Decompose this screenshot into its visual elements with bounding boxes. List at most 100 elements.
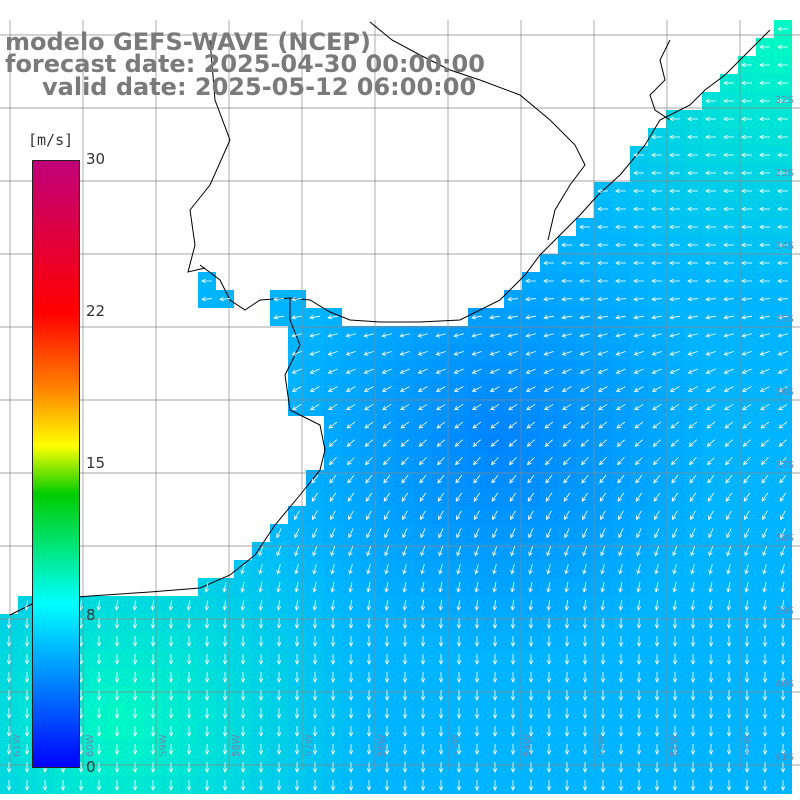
- wind-arrow: [6, 672, 12, 683]
- wind-arrow: [598, 421, 608, 429]
- wind-arrow: [760, 403, 770, 411]
- wind-arrow: [471, 368, 482, 374]
- wind-arrow: [348, 546, 354, 557]
- wind-arrow: [690, 582, 695, 593]
- wind-arrow: [168, 726, 174, 737]
- wind-arrow: [708, 599, 714, 611]
- wind-arrow: [420, 744, 426, 755]
- wind-arrow: [615, 333, 626, 338]
- wind-arrow: [544, 457, 553, 466]
- wind-arrow: [652, 421, 662, 429]
- wind-arrow: [652, 457, 661, 466]
- wind-arrow: [402, 528, 408, 539]
- wind-arrow: [726, 654, 732, 665]
- wind-arrow: [564, 744, 570, 755]
- wind-arrow: [401, 492, 409, 502]
- wind-arrow: [420, 726, 426, 737]
- wind-arrow: [615, 278, 627, 284]
- wind-arrow: [401, 474, 409, 484]
- wind-arrow: [6, 780, 12, 791]
- wind-arrow: [651, 242, 662, 248]
- wind-arrow: [672, 762, 678, 773]
- wind-arrow: [654, 510, 660, 521]
- wind-arrow: [762, 617, 768, 629]
- wind-arrow: [507, 296, 519, 302]
- wind-arrow: [705, 386, 716, 392]
- wind-arrow: [669, 333, 680, 338]
- wind-arrow: [472, 403, 482, 411]
- wind-arrow: [544, 403, 554, 411]
- wind-arrow: [311, 474, 319, 484]
- wind-arrow: [472, 421, 482, 429]
- wind-arrow: [330, 672, 336, 683]
- wind-arrow: [564, 599, 570, 611]
- wind-arrow: [294, 528, 300, 539]
- wind-arrow: [618, 510, 624, 521]
- wind-arrow: [636, 510, 642, 521]
- wind-arrow: [489, 368, 500, 374]
- wind-arrow: [381, 386, 392, 392]
- wind-arrow: [204, 690, 210, 701]
- wind-arrow: [186, 599, 192, 611]
- wind-arrow: [528, 582, 533, 593]
- wind-arrow: [618, 726, 624, 737]
- wind-arrow: [240, 726, 246, 737]
- longitude-label: 55W: [450, 734, 461, 757]
- wind-arrow: [651, 152, 662, 158]
- wind-arrow: [366, 599, 372, 611]
- wind-arrow: [456, 744, 462, 755]
- wind-arrow: [276, 564, 281, 575]
- wind-arrow: [654, 708, 660, 719]
- wind-arrow: [688, 421, 698, 429]
- latitude-label: 39S: [774, 606, 794, 617]
- wind-arrow: [328, 421, 338, 429]
- wind-arrow: [708, 617, 714, 629]
- wind-arrow: [276, 762, 282, 773]
- wind-arrow: [690, 726, 696, 737]
- wind-arrow: [327, 386, 338, 392]
- wind-arrow: [330, 564, 335, 575]
- wind-arrow: [636, 744, 642, 755]
- wind-arrow: [687, 333, 698, 338]
- wind-arrow: [345, 368, 356, 374]
- wind-arrow: [741, 206, 752, 212]
- map-title: modelo GEFS-WAVE (NCEP): [5, 28, 371, 56]
- wind-arrow: [672, 744, 678, 755]
- wind-arrow: [366, 582, 371, 593]
- wind-arrow: [726, 726, 732, 737]
- wind-arrow: [489, 386, 500, 392]
- wind-arrow: [24, 617, 30, 629]
- wind-arrow: [687, 386, 698, 392]
- wind-arrow: [741, 333, 752, 338]
- wind-arrow: [510, 546, 516, 557]
- wind-arrow: [780, 564, 785, 575]
- wind-arrow: [543, 368, 554, 374]
- wind-arrow: [562, 421, 572, 429]
- wind-arrow: [561, 296, 573, 302]
- wind-arrow: [526, 457, 535, 466]
- longitude-label: 53W: [596, 734, 607, 757]
- wind-arrow: [600, 564, 605, 575]
- wind-arrow: [742, 439, 751, 447]
- wind-arrow: [312, 708, 318, 719]
- wind-arrow: [564, 726, 570, 737]
- latitude-label: 32S: [774, 95, 794, 106]
- wind-arrow: [402, 582, 407, 593]
- wind-arrow: [780, 726, 786, 737]
- wind-arrow: [777, 188, 788, 194]
- wind-arrow: [186, 708, 192, 719]
- wind-arrow: [6, 654, 12, 665]
- wind-arrow: [615, 242, 626, 248]
- wind-arrow: [168, 636, 174, 647]
- wind-arrow: [186, 636, 192, 647]
- wind-arrow: [616, 439, 625, 447]
- wind-arrow: [418, 439, 427, 447]
- wind-arrow: [438, 617, 444, 629]
- wind-arrow: [294, 546, 300, 557]
- wind-arrow: [777, 333, 788, 338]
- wind-arrow: [618, 546, 624, 557]
- wind-arrow: [114, 617, 120, 629]
- wind-arrow: [579, 242, 590, 248]
- wind-arrow: [507, 351, 518, 356]
- wind-arrow: [114, 690, 120, 701]
